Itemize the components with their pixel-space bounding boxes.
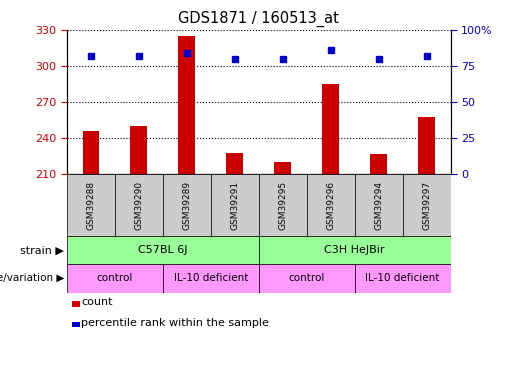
Text: GSM39291: GSM39291 [230, 181, 239, 230]
Text: GSM39295: GSM39295 [278, 181, 287, 230]
Bar [322, 84, 339, 174]
Text: genotype/variation ▶: genotype/variation ▶ [0, 273, 64, 284]
Bar [307, 174, 355, 236]
Text: control: control [97, 273, 133, 284]
Bar [211, 174, 259, 236]
Text: percentile rank within the sample: percentile rank within the sample [81, 318, 269, 327]
Bar [67, 174, 115, 236]
Text: GSM39294: GSM39294 [374, 181, 383, 230]
Bar [163, 174, 211, 236]
Text: GSM39289: GSM39289 [182, 181, 192, 230]
Text: GSM39297: GSM39297 [422, 181, 431, 230]
Bar [259, 236, 451, 264]
Bar [259, 264, 355, 292]
Bar [115, 174, 163, 236]
Bar [403, 174, 451, 236]
Bar [67, 264, 163, 292]
Bar [82, 131, 99, 174]
Bar [355, 174, 403, 236]
Text: IL-10 deficient: IL-10 deficient [366, 273, 440, 284]
Text: control: control [288, 273, 325, 284]
Text: strain ▶: strain ▶ [21, 245, 64, 255]
Bar [418, 117, 435, 174]
Bar [274, 162, 291, 174]
Text: IL-10 deficient: IL-10 deficient [174, 273, 248, 284]
Bar [259, 174, 307, 236]
Bar [370, 154, 387, 174]
Text: count: count [81, 297, 113, 307]
Text: GSM39288: GSM39288 [87, 181, 95, 230]
Bar [179, 36, 195, 174]
Bar [67, 236, 259, 264]
Text: GSM39290: GSM39290 [134, 181, 143, 230]
Bar [227, 153, 243, 174]
Bar [355, 264, 451, 292]
Text: GSM39296: GSM39296 [326, 181, 335, 230]
Bar [163, 264, 259, 292]
Title: GDS1871 / 160513_at: GDS1871 / 160513_at [178, 11, 339, 27]
Bar [130, 126, 147, 174]
Text: C57BL 6J: C57BL 6J [138, 245, 187, 255]
Text: C3H HeJBir: C3H HeJBir [324, 245, 385, 255]
